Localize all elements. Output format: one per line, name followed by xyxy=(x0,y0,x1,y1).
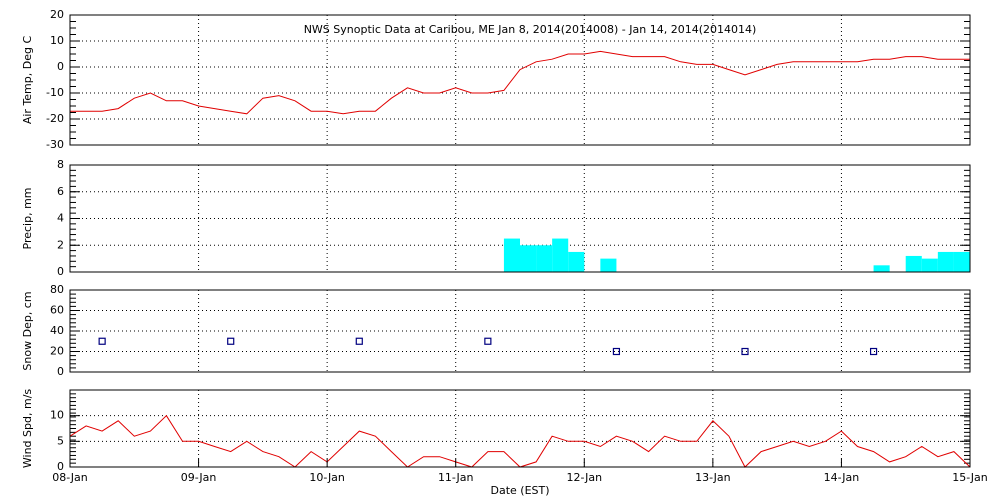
point xyxy=(612,347,621,356)
y-axis-label: Snow Dep, cm xyxy=(21,291,34,370)
bar xyxy=(552,238,569,272)
y-tick-label: 60 xyxy=(50,304,64,317)
y-tick-label: 0 xyxy=(57,365,64,378)
bar xyxy=(937,251,954,272)
y-tick-label: 10 xyxy=(50,34,64,47)
bar xyxy=(953,251,970,272)
x-axis-label: Date (EST) xyxy=(490,484,549,497)
x-tick-label: 14-Jan xyxy=(824,471,860,484)
chart-title: NWS Synoptic Data at Caribou, ME Jan 8, … xyxy=(304,23,757,36)
point xyxy=(355,337,363,345)
y-tick-label: 2 xyxy=(57,238,64,251)
x-tick-label: 10-Jan xyxy=(309,471,345,484)
y-tick-label: 6 xyxy=(57,185,64,198)
bar xyxy=(520,245,537,272)
bar xyxy=(921,258,938,272)
x-tick-label: 11-Jan xyxy=(438,471,474,484)
y-axis-label: Wind Spd, m/s xyxy=(21,389,34,469)
y-tick-label: 0 xyxy=(57,265,64,278)
point xyxy=(227,337,235,345)
bar xyxy=(536,245,553,272)
bar xyxy=(873,265,890,272)
point xyxy=(484,337,492,345)
point xyxy=(98,337,106,345)
y-tick-label: 20 xyxy=(50,8,64,21)
y-tick-label: 0 xyxy=(57,60,64,73)
panel-frame xyxy=(69,14,971,146)
panel-frame xyxy=(69,164,971,273)
x-tick-label: 13-Jan xyxy=(695,471,731,484)
y-tick-label: -10 xyxy=(46,86,64,99)
panel-frame xyxy=(69,289,971,373)
x-tick-label: 12-Jan xyxy=(567,471,603,484)
y-tick-label: 5 xyxy=(57,434,64,447)
y-axis-label: Air Temp, Deg C xyxy=(21,36,34,125)
y-tick-label: 8 xyxy=(57,158,64,171)
point xyxy=(741,347,749,356)
y-tick-label: 40 xyxy=(50,324,64,337)
bar xyxy=(600,258,617,272)
y-tick-label: 80 xyxy=(50,283,64,296)
line xyxy=(70,50,970,115)
bar xyxy=(905,255,922,272)
bar xyxy=(568,251,585,272)
y-axis-label: Precip, mm xyxy=(21,188,34,250)
y-tick-label: -30 xyxy=(46,138,64,151)
y-tick-label: 0 xyxy=(57,460,64,473)
x-tick-label: 15-Jan xyxy=(952,471,988,484)
bar xyxy=(503,238,520,272)
x-tick-label: 08-Jan xyxy=(52,471,88,484)
y-tick-label: 20 xyxy=(50,345,64,358)
point xyxy=(869,347,878,356)
y-tick-label: 10 xyxy=(50,409,64,422)
x-tick-label: 09-Jan xyxy=(181,471,217,484)
y-tick-label: 4 xyxy=(57,212,64,225)
panel-frame xyxy=(69,389,971,468)
y-tick-label: -20 xyxy=(46,112,64,125)
